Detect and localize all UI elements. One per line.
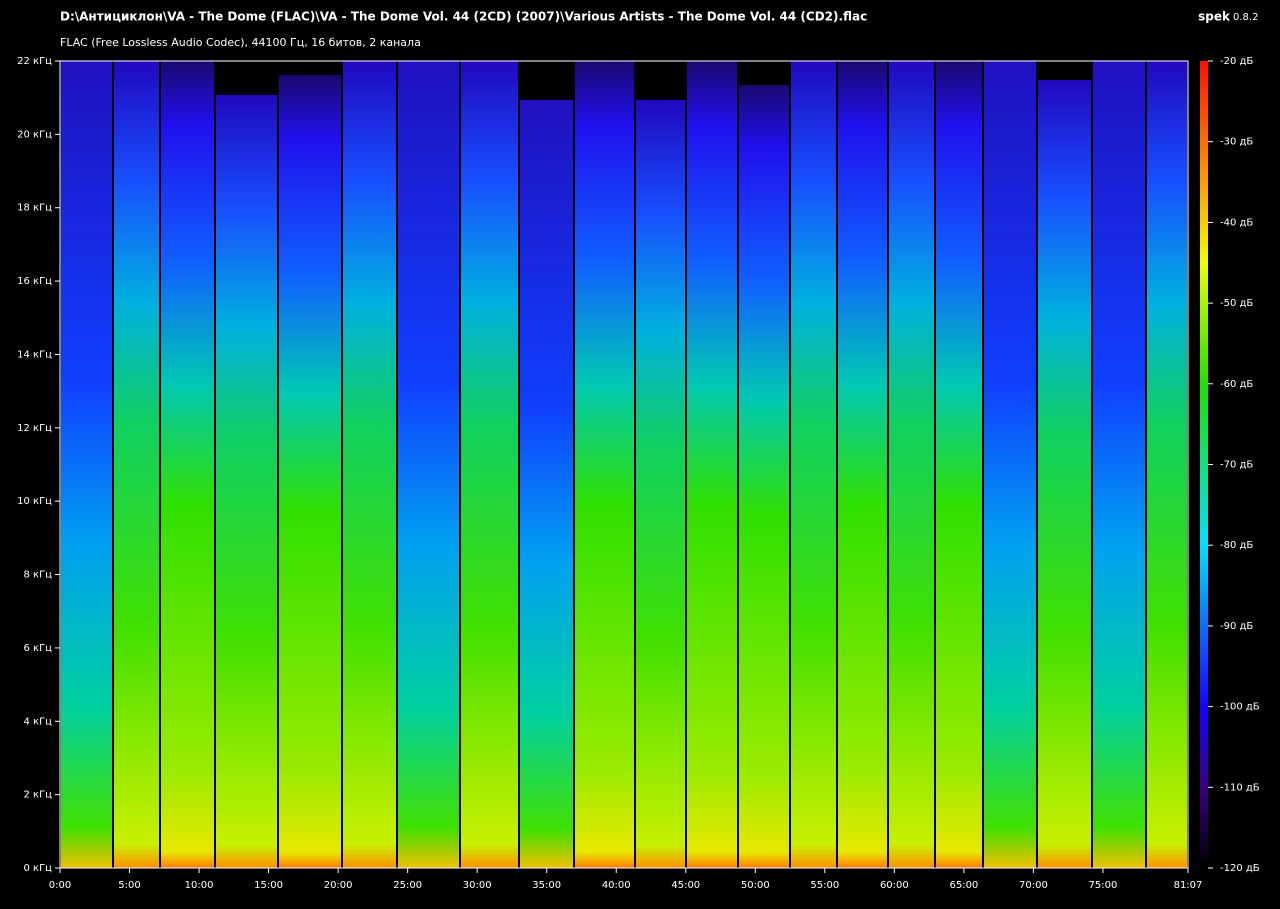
x-tick-label: 10:00 — [185, 880, 214, 891]
y-tick-label: 6 кГц — [24, 643, 53, 654]
track-gap — [887, 61, 889, 868]
x-tick-label: 55:00 — [810, 880, 839, 891]
x-tick-label: 60:00 — [880, 880, 909, 891]
x-tick-label: 70:00 — [1019, 880, 1048, 891]
y-tick-label: 18 кГц — [17, 203, 52, 214]
track-band — [1147, 61, 1187, 868]
track-band — [791, 61, 836, 868]
track-gap — [1145, 61, 1147, 868]
track-gap — [341, 61, 343, 868]
app-name: spek — [1198, 10, 1231, 24]
app-version: 0.8.2 — [1233, 12, 1258, 23]
track-band — [520, 100, 573, 868]
track-band — [398, 61, 459, 868]
track-band — [461, 61, 518, 868]
track-gap — [982, 61, 984, 868]
track-gap — [737, 61, 739, 868]
track-band — [1038, 80, 1091, 868]
x-tick-label: 20:00 — [324, 880, 353, 891]
track-gap — [573, 61, 575, 868]
level-tick-label: -80 дБ — [1220, 540, 1253, 551]
x-tick-label: 0:00 — [49, 880, 71, 891]
track-gap — [1036, 61, 1038, 868]
x-tick-label: 45:00 — [671, 880, 700, 891]
level-tick-label: -30 дБ — [1220, 137, 1253, 148]
track-gap — [214, 61, 216, 868]
x-tick-label: 15:00 — [254, 880, 283, 891]
y-tick-label: 10 кГц — [17, 496, 52, 507]
track-gap — [518, 61, 520, 868]
level-tick-label: -40 дБ — [1220, 217, 1253, 228]
y-tick-label: 12 кГц — [17, 423, 52, 434]
track-band — [216, 95, 277, 868]
track-band — [279, 75, 341, 868]
plot-frame — [59, 60, 1189, 869]
track-band — [687, 61, 737, 868]
track-band — [161, 61, 214, 868]
track-band — [739, 85, 789, 868]
level-tick-label: -20 дБ — [1220, 56, 1253, 67]
y-tick-label: 16 кГц — [17, 276, 52, 287]
y-tick-label: 8 кГц — [24, 570, 53, 581]
y-tick-label: 14 кГц — [17, 349, 52, 360]
track-gap — [396, 61, 398, 868]
file-path: D:\Антициклон\VA - The Dome (FLAC)\VA - … — [60, 10, 867, 24]
x-tick-label: 30:00 — [463, 880, 492, 891]
track-gap — [277, 61, 279, 868]
x-tick-label: 81:07 — [1174, 880, 1203, 891]
level-color-bar — [1200, 61, 1208, 868]
track-band — [575, 61, 634, 868]
file-info: FLAC (Free Lossless Audio Codec), 44100 … — [60, 36, 421, 49]
track-gap — [159, 61, 161, 868]
track-gap — [112, 61, 114, 868]
x-tick-label: 50:00 — [741, 880, 770, 891]
track-gap — [789, 61, 791, 868]
y-tick-label: 0 кГц — [24, 863, 53, 874]
track-gap — [836, 61, 838, 868]
x-tick-label: 5:00 — [118, 880, 140, 891]
track-band — [936, 61, 982, 868]
y-tick-label: 20 кГц — [17, 129, 52, 140]
track-band — [343, 61, 396, 868]
x-tick-label: 35:00 — [532, 880, 561, 891]
level-tick-label: -90 дБ — [1220, 621, 1253, 632]
track-gap — [685, 61, 687, 868]
level-tick-label: -70 дБ — [1220, 460, 1253, 471]
level-tick-label: -100 дБ — [1220, 702, 1260, 713]
track-band — [114, 61, 159, 868]
track-gap — [634, 61, 636, 868]
level-tick-label: -60 дБ — [1220, 379, 1253, 390]
y-tick-label: 22 кГц — [17, 56, 52, 67]
track-band — [984, 61, 1036, 868]
track-band — [61, 61, 112, 868]
level-tick-label: -120 дБ — [1220, 863, 1260, 874]
spectrogram — [61, 61, 1189, 868]
x-tick-label: 75:00 — [1089, 880, 1118, 891]
x-tick-label: 25:00 — [393, 880, 422, 891]
track-band — [636, 100, 685, 868]
x-tick-label: 40:00 — [602, 880, 631, 891]
track-band — [1093, 61, 1145, 868]
x-tick-label: 65:00 — [949, 880, 978, 891]
level-tick-label: -110 дБ — [1220, 782, 1260, 793]
track-gap — [459, 61, 461, 868]
track-band — [889, 61, 934, 868]
track-gap — [934, 61, 936, 868]
y-tick-label: 4 кГц — [24, 716, 53, 727]
track-gap — [1091, 61, 1093, 868]
track-band — [838, 61, 887, 868]
level-tick-label: -50 дБ — [1220, 298, 1253, 309]
y-tick-label: 2 кГц — [24, 790, 53, 801]
